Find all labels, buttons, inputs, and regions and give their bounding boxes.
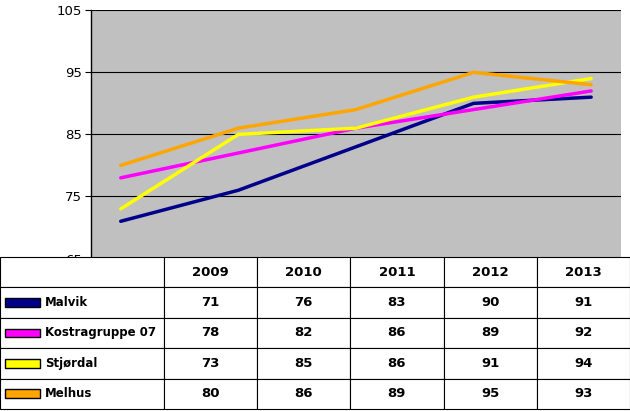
Text: 86: 86 xyxy=(387,326,406,339)
Text: 76: 76 xyxy=(294,296,313,309)
Text: 91: 91 xyxy=(481,357,499,370)
Text: 89: 89 xyxy=(387,387,406,400)
Text: 85: 85 xyxy=(294,357,313,370)
Text: 2009: 2009 xyxy=(192,266,229,279)
Text: 83: 83 xyxy=(387,296,406,309)
Text: 80: 80 xyxy=(201,387,220,400)
Text: 92: 92 xyxy=(575,326,592,339)
Text: 2013: 2013 xyxy=(565,266,602,279)
Text: 71: 71 xyxy=(202,296,219,309)
Text: Melhus: Melhus xyxy=(45,387,92,400)
Text: Stjørdal: Stjørdal xyxy=(45,357,97,370)
Text: 89: 89 xyxy=(481,326,500,339)
Text: Kostragruppe 07: Kostragruppe 07 xyxy=(45,326,156,339)
Text: Malvik: Malvik xyxy=(45,296,88,309)
Text: 90: 90 xyxy=(481,296,500,309)
Text: 82: 82 xyxy=(294,326,313,339)
Text: 2010: 2010 xyxy=(285,266,322,279)
Text: 95: 95 xyxy=(481,387,499,400)
Text: 78: 78 xyxy=(201,326,220,339)
Text: 94: 94 xyxy=(574,357,593,370)
Text: 86: 86 xyxy=(387,357,406,370)
Text: 93: 93 xyxy=(574,387,593,400)
Text: 91: 91 xyxy=(575,296,592,309)
Text: 2012: 2012 xyxy=(472,266,508,279)
Text: 2011: 2011 xyxy=(379,266,415,279)
Text: 86: 86 xyxy=(294,387,313,400)
Text: 73: 73 xyxy=(201,357,220,370)
